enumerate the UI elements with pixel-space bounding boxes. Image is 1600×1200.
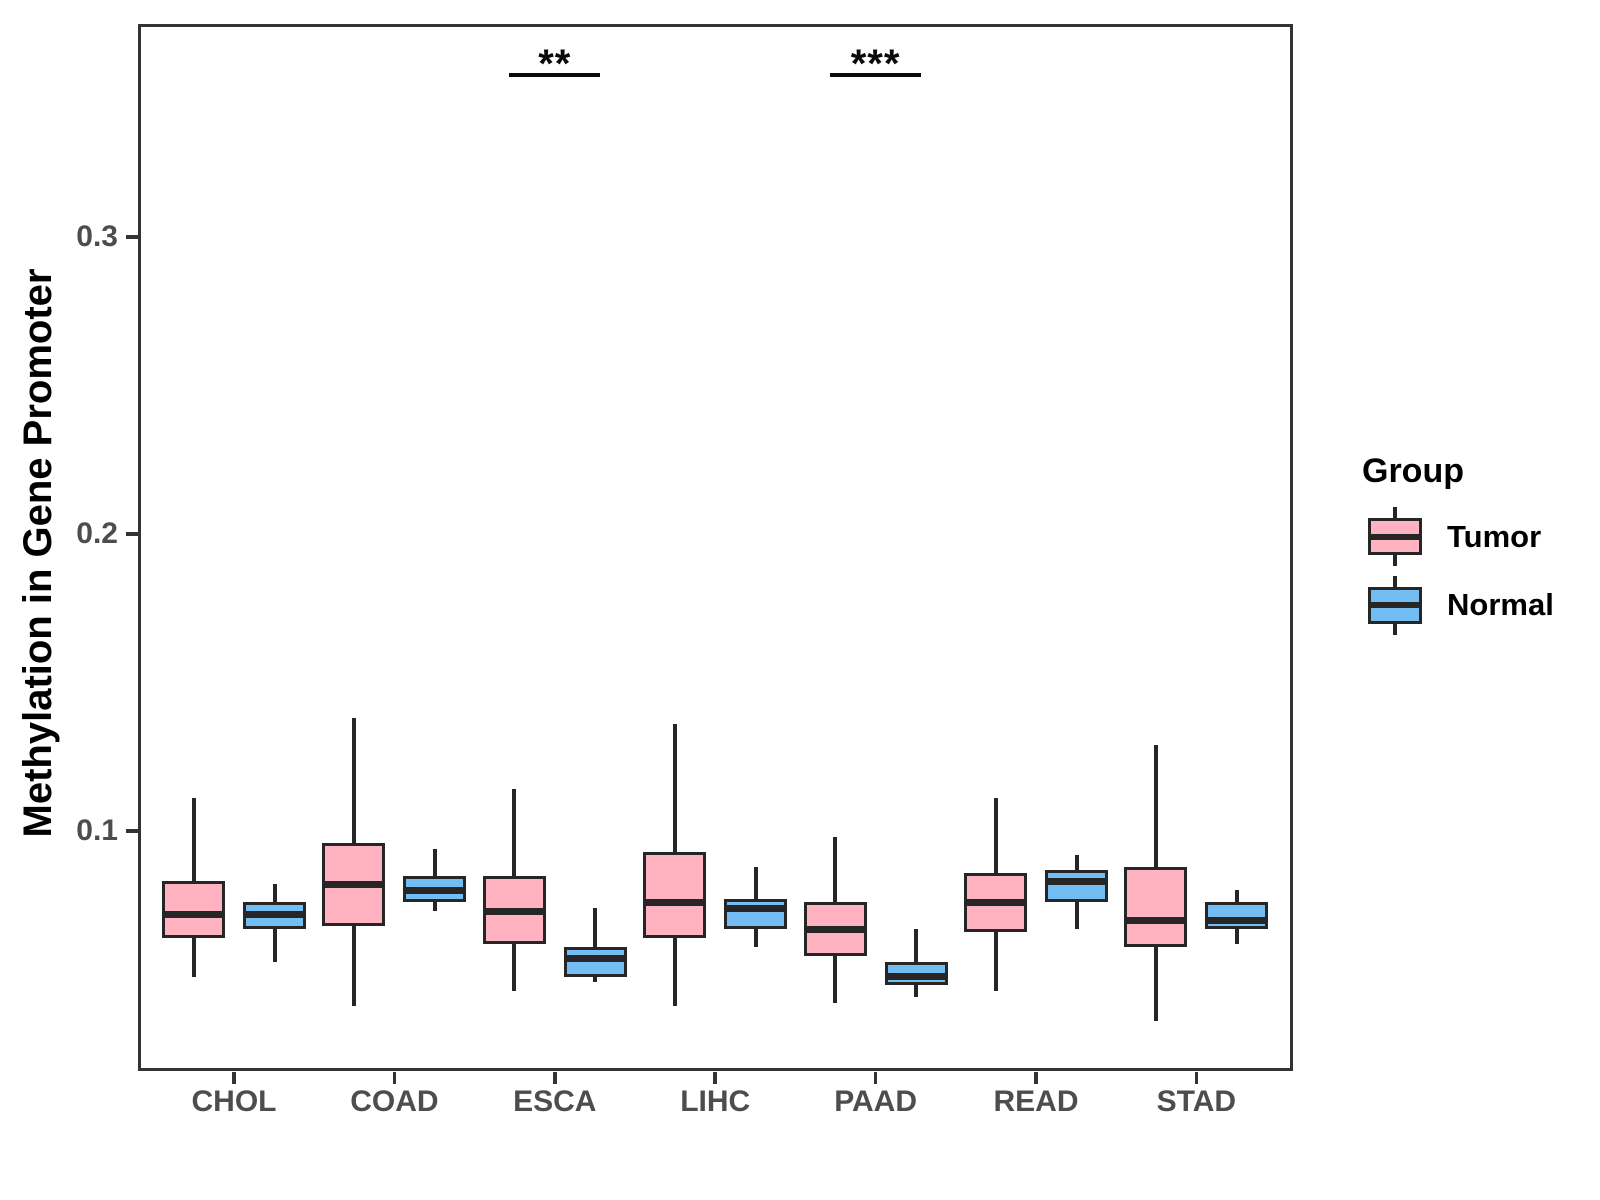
median-chol-tumor bbox=[165, 910, 222, 918]
box-lihc-tumor bbox=[643, 851, 707, 938]
x-axis-label-esca: ESCA bbox=[513, 1085, 597, 1118]
legend-key-median-normal bbox=[1371, 602, 1419, 608]
median-stad-tumor bbox=[1127, 916, 1185, 924]
sig-stars-paad: *** bbox=[850, 42, 901, 86]
x-axis-label-stad: STAD bbox=[1156, 1085, 1237, 1118]
x-tick-mark bbox=[392, 1072, 397, 1084]
x-tick-mark bbox=[1194, 1072, 1199, 1084]
median-lihc-normal bbox=[727, 904, 785, 912]
box-stad-normal bbox=[1205, 902, 1269, 929]
x-tick-mark bbox=[553, 1072, 557, 1084]
median-coad-tumor bbox=[325, 880, 383, 888]
legend-label-normal: Normal bbox=[1447, 587, 1554, 622]
x-axis-label-chol: CHOL bbox=[191, 1085, 277, 1118]
box-read-normal bbox=[1045, 869, 1108, 903]
y-tick-mark bbox=[126, 235, 138, 239]
x-tick-mark bbox=[713, 1072, 717, 1084]
x-axis-label-read: READ bbox=[993, 1085, 1079, 1118]
x-axis-label-coad: COAD bbox=[350, 1085, 439, 1118]
y-tick-label: 0.1 bbox=[76, 814, 118, 847]
box-lihc-normal bbox=[724, 899, 788, 929]
y-tick-mark bbox=[126, 829, 138, 833]
y-tick-label: 0.3 bbox=[76, 220, 118, 253]
whisker-esca-normal bbox=[593, 908, 598, 983]
sig-stars-esca: ** bbox=[538, 42, 572, 86]
box-chol-tumor bbox=[162, 881, 225, 938]
median-paad-tumor bbox=[806, 925, 864, 933]
median-esca-normal bbox=[566, 955, 624, 963]
sig-line-esca bbox=[509, 73, 601, 77]
legend-label-tumor: Tumor bbox=[1447, 518, 1542, 554]
legend-key-median-tumor bbox=[1371, 533, 1419, 540]
x-tick-mark bbox=[232, 1072, 236, 1084]
legend-title: Group bbox=[1362, 452, 1464, 490]
box-stad-tumor bbox=[1124, 866, 1188, 947]
median-chol-normal bbox=[246, 910, 303, 918]
median-paad-normal bbox=[887, 973, 945, 981]
x-axis-label-paad: PAAD bbox=[834, 1085, 917, 1118]
median-read-tumor bbox=[967, 898, 1024, 906]
median-stad-normal bbox=[1208, 916, 1266, 924]
median-esca-tumor bbox=[485, 907, 543, 915]
median-coad-normal bbox=[406, 886, 464, 894]
sig-line-paad bbox=[830, 73, 922, 77]
y-tick-mark bbox=[126, 532, 138, 536]
y-tick-label: 0.2 bbox=[76, 517, 118, 550]
median-lihc-tumor bbox=[646, 898, 704, 906]
median-read-normal bbox=[1048, 877, 1105, 885]
x-tick-mark bbox=[873, 1072, 878, 1084]
x-tick-mark bbox=[1034, 1072, 1038, 1084]
x-axis-label-lihc: LIHC bbox=[680, 1085, 751, 1118]
